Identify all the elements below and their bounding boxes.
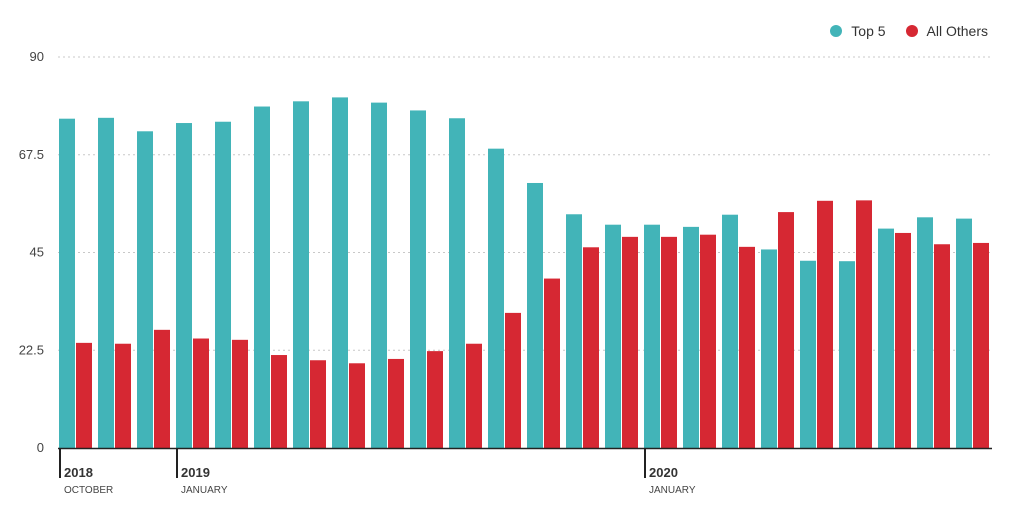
- bar-all-others: [232, 339, 248, 448]
- bar-all-others: [505, 312, 521, 448]
- bar-all-others: [349, 363, 365, 448]
- x-month-label: JANUARY: [181, 485, 228, 496]
- bar-top5: [254, 106, 270, 448]
- bar-top5: [332, 97, 348, 449]
- x-month-label: JANUARY: [649, 485, 696, 496]
- bar-all-others: [700, 234, 716, 448]
- x-month-label: OCTOBER: [64, 485, 113, 496]
- bar-top5: [839, 261, 855, 448]
- legend-item-all-others[interactable]: All Others: [905, 23, 988, 39]
- legend-item-top5[interactable]: Top 5: [830, 23, 886, 39]
- legend-label-all-others: All Others: [926, 23, 988, 39]
- bar-top5: [488, 148, 504, 448]
- y-tick-label: 0: [37, 440, 44, 455]
- bar-top5: [527, 182, 543, 448]
- bar-top5: [917, 217, 933, 448]
- x-year-label: 2020: [649, 465, 678, 480]
- bar-top5: [878, 228, 894, 448]
- bar-top5: [449, 118, 465, 449]
- bar-top5: [410, 110, 426, 448]
- bar-all-others: [817, 200, 833, 448]
- bar-all-others: [973, 242, 989, 448]
- bar-all-others: [310, 360, 326, 448]
- bar-all-others: [856, 200, 872, 448]
- bar-top5: [215, 121, 231, 448]
- bar-top5: [566, 214, 582, 448]
- legend-label-top5: Top 5: [851, 23, 886, 39]
- bar-top5: [956, 218, 972, 448]
- bar-top5: [644, 224, 660, 448]
- bar-all-others: [154, 329, 170, 448]
- bar-all-others: [544, 278, 560, 448]
- x-year-label: 2018: [64, 465, 93, 480]
- bar-all-others: [739, 246, 755, 448]
- bar-top5: [98, 117, 114, 449]
- bar-all-others: [427, 351, 443, 448]
- bar-all-others: [76, 342, 92, 448]
- bar-all-others: [895, 232, 911, 448]
- bar-all-others: [271, 355, 287, 448]
- legend-swatch-top5: [830, 25, 843, 37]
- bar-all-others: [115, 343, 131, 448]
- bar-all-others: [622, 236, 638, 448]
- bar-top5: [176, 123, 192, 448]
- bar-top5: [800, 260, 816, 448]
- bar-all-others: [934, 244, 950, 448]
- bar-all-others: [193, 338, 209, 448]
- bar-top5: [137, 131, 153, 449]
- bar-top5: [761, 249, 777, 448]
- bar-top5: [722, 214, 738, 448]
- y-tick-label: 67.5: [19, 147, 44, 162]
- chart-legend: Top 5 All Others: [830, 23, 988, 39]
- bar-all-others: [466, 343, 482, 448]
- legend-swatch-all-others: [905, 25, 918, 37]
- x-year-label: 2019: [181, 465, 210, 480]
- bar-all-others: [583, 247, 599, 448]
- bar-all-others: [778, 212, 794, 448]
- bar-top5: [59, 118, 75, 449]
- y-tick-label: 22.5: [19, 342, 44, 357]
- bar-top5: [293, 101, 309, 449]
- bar-top5: [371, 102, 387, 448]
- y-tick-label: 90: [30, 49, 44, 64]
- y-tick-label: 45: [30, 245, 44, 260]
- bar-all-others: [388, 358, 404, 448]
- bar-top5: [605, 224, 621, 448]
- bar-all-others: [661, 236, 677, 448]
- bar-top5: [683, 226, 699, 448]
